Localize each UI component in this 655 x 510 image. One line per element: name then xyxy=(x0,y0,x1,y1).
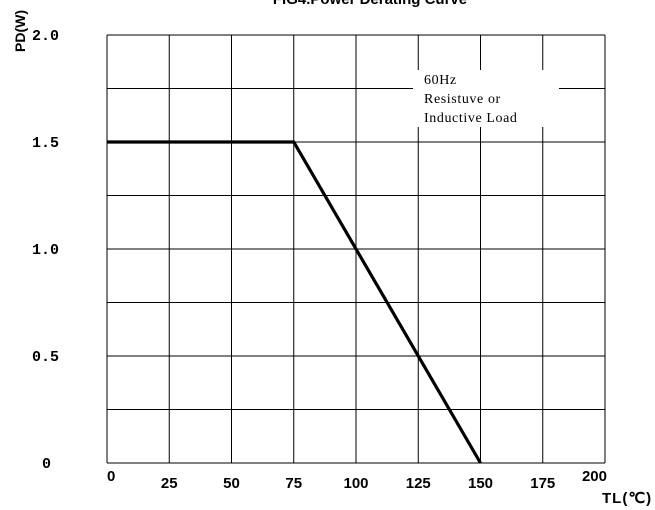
chart-title: FIG4.Power Derating Curve xyxy=(273,0,467,8)
annotation-line-1: 60Hz xyxy=(424,73,457,88)
x-tick-label: 0 xyxy=(107,468,115,485)
y-tick-label: 0.5 xyxy=(32,349,59,366)
x-tick-label: 125 xyxy=(406,475,431,492)
y-tick-label: 2.0 xyxy=(32,28,59,45)
x-tick-label: 150 xyxy=(468,475,493,492)
ticks: 0 25 50 75 100 125 150 175 200 0 0.5 1.0 1.5 2.0 xyxy=(32,28,607,492)
annotation-background xyxy=(413,70,559,127)
x-tick-label: 25 xyxy=(161,475,178,492)
x-tick-label: 175 xyxy=(530,475,555,492)
series-line xyxy=(107,140,482,464)
x-tick-label: 75 xyxy=(285,475,302,492)
x-tick-label: 200 xyxy=(582,468,607,485)
annotation-line-2: Resistuve or xyxy=(424,92,501,107)
x-tick-label: 100 xyxy=(343,475,368,492)
x-tick-label: 50 xyxy=(223,475,240,492)
y-axis-label: PD(W) xyxy=(12,10,28,52)
x-axis-label: TL(℃) xyxy=(602,490,652,507)
y-tick-label: 1.5 xyxy=(32,135,59,152)
series-group xyxy=(107,140,482,464)
y-tick-label: 1.0 xyxy=(32,242,59,259)
annotation-line-3: Inductive Load xyxy=(424,111,518,126)
y-tick-label: 0 xyxy=(42,456,51,473)
